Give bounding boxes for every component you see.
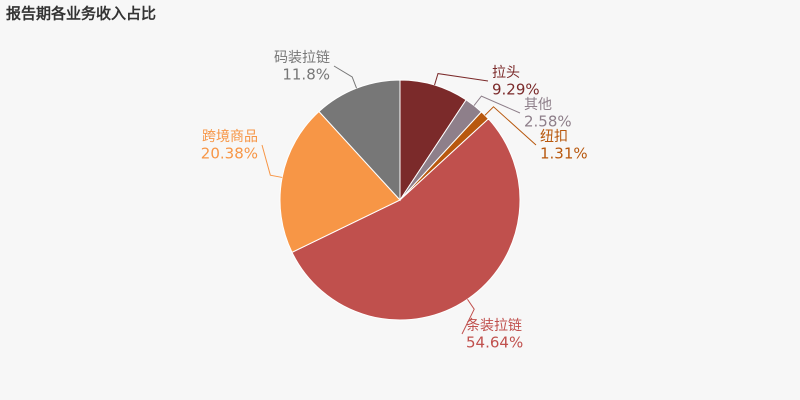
slice-label: 跨境商品 — [202, 129, 258, 145]
value-label: 54.64% — [466, 334, 523, 352]
slice-label: 条装拉链 — [466, 317, 522, 334]
slice-label: 纽扣 — [540, 129, 568, 145]
slice-label: 码装拉链 — [274, 50, 330, 66]
chart-title: 报告期各业务收入占比 — [6, 5, 156, 23]
value-label: 11.8% — [282, 66, 330, 84]
slice-label: 其他 — [524, 97, 552, 113]
leader-line — [484, 106, 537, 146]
value-label: 1.31% — [540, 145, 588, 163]
leader-line — [261, 144, 283, 178]
slice-label: 拉头 — [492, 65, 520, 81]
leader-line — [434, 73, 489, 86]
value-label: 20.38% — [201, 145, 258, 163]
value-label: 2.58% — [524, 113, 572, 131]
pie-slice — [279, 110, 401, 253]
leader-line — [473, 95, 521, 114]
leader-line — [461, 298, 475, 335]
value-label: 9.29% — [492, 81, 540, 99]
leader-line — [333, 65, 357, 89]
